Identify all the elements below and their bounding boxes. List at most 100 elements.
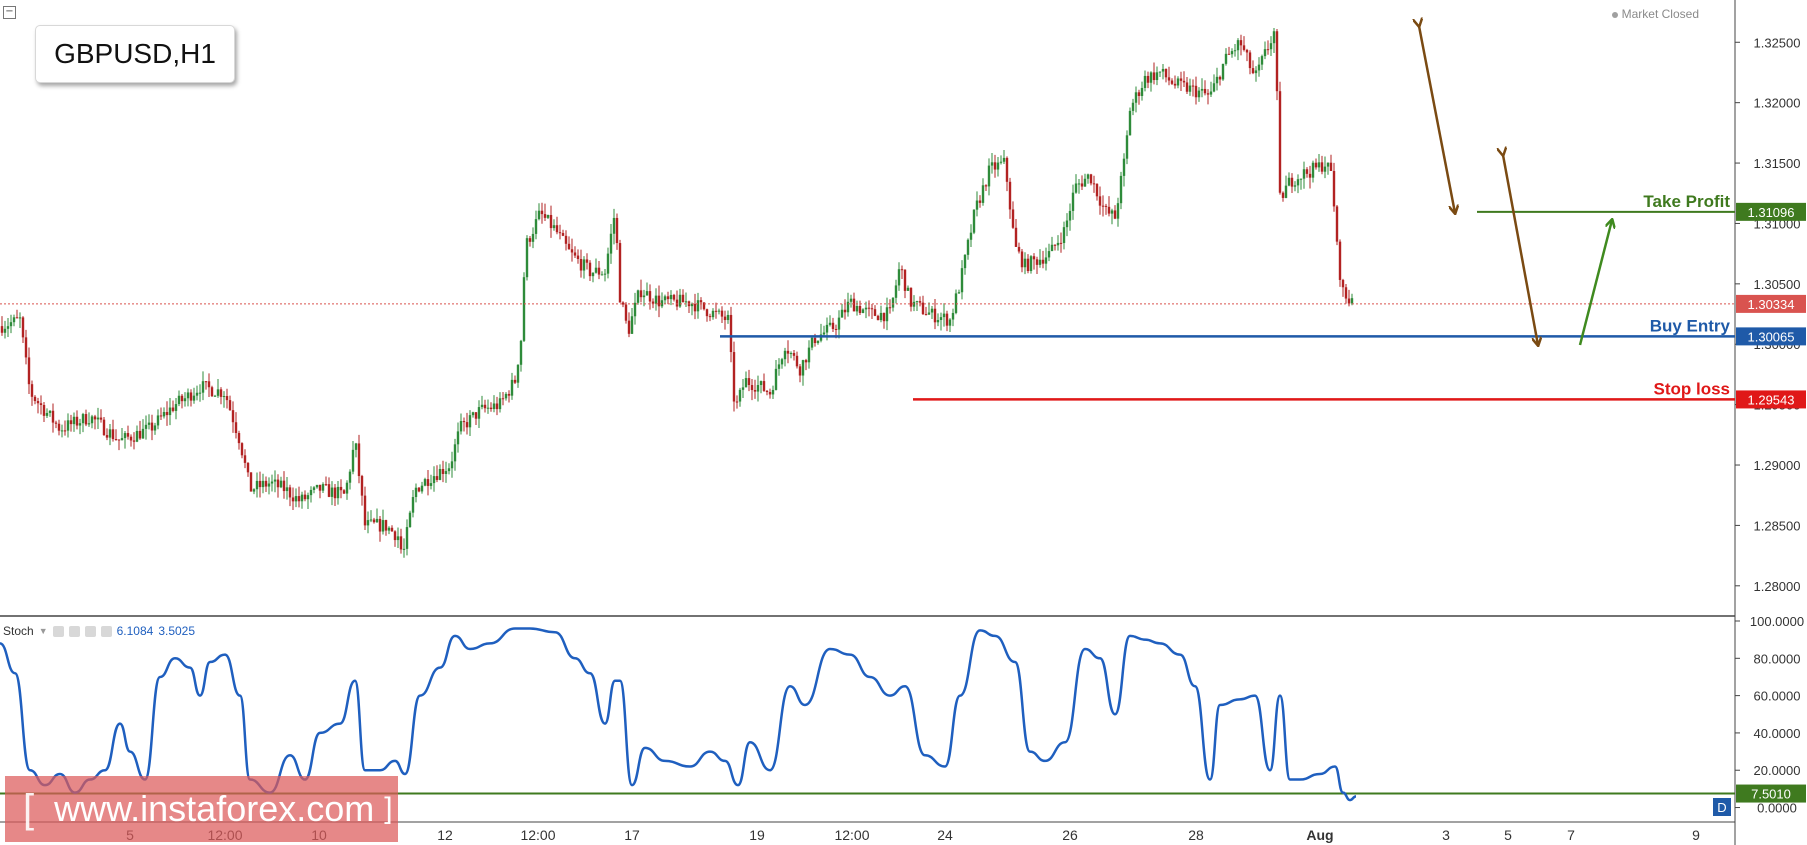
stoch-axis[interactable]: 100.0000 80.0000 60.0000 40.0000 20.0000 0.00…: [1735, 614, 1804, 816]
dropdown-arrow-icon[interactable]: ▼: [38, 626, 48, 636]
time-tick-label: 19: [749, 827, 765, 843]
candle-body: [72, 416, 76, 425]
candle-body: [1170, 80, 1174, 84]
candle-body: [150, 422, 154, 431]
candle-body: [309, 489, 313, 496]
add-icon[interactable]: [84, 625, 96, 637]
candle-body: [849, 298, 853, 302]
candle-body: [1020, 251, 1024, 268]
candle-body: [909, 287, 913, 307]
candle-body: [42, 405, 46, 416]
candle-body: [1236, 40, 1240, 51]
stoch-tick-label: 20.0000: [1754, 763, 1801, 778]
candle-body: [3, 328, 7, 333]
candle-body: [138, 430, 142, 439]
candle-body: [579, 259, 583, 271]
candle-body: [606, 253, 610, 274]
candle-body: [1329, 162, 1333, 171]
candle-body: [1128, 110, 1132, 136]
candle-body: [531, 233, 535, 242]
candle-body: [678, 294, 682, 307]
candle-body: [624, 304, 628, 321]
price-tick-label: 1.28500: [1754, 518, 1801, 533]
candle-body: [1275, 31, 1279, 92]
candle-body: [576, 255, 580, 260]
candle-body: [1296, 179, 1300, 186]
candle-body: [804, 360, 808, 363]
price-tick-label: 1.32500: [1754, 35, 1801, 50]
candle-body: [147, 422, 151, 425]
candle-body: [384, 520, 388, 531]
candle-body: [474, 412, 478, 419]
stoch-value-d: 3.5025: [158, 624, 196, 638]
candle-body: [540, 210, 544, 215]
collapse-button[interactable]: −: [3, 6, 16, 19]
candle-body: [195, 392, 199, 396]
candle-body: [426, 479, 430, 486]
time-tick-label: 12:00: [520, 827, 555, 843]
candle-body: [525, 238, 529, 278]
candle-body: [1338, 241, 1342, 280]
candle-body: [276, 479, 280, 488]
candle-body: [495, 403, 499, 410]
hide-icon[interactable]: [68, 625, 80, 637]
candle-body: [36, 401, 40, 404]
candle-body: [162, 411, 166, 417]
candle-body: [810, 337, 814, 348]
candle-body: [702, 302, 706, 310]
stop-loss-label: Stop loss: [1653, 379, 1730, 398]
candle-body: [1119, 175, 1123, 204]
candle-body: [321, 484, 325, 491]
price-tick-label: 1.32000: [1754, 96, 1801, 111]
candle-body: [1086, 174, 1090, 179]
candle-body: [159, 415, 163, 417]
candle-body: [966, 239, 970, 255]
candle-body: [210, 387, 214, 397]
candle-body: [1041, 259, 1045, 264]
candle-body: [510, 379, 514, 396]
candle-body: [1350, 298, 1354, 304]
candle-body: [873, 309, 877, 316]
remove-icon[interactable]: [100, 625, 112, 637]
candle-body: [996, 162, 1000, 170]
candle-body: [372, 519, 376, 523]
candle-body: [597, 267, 601, 275]
candle-body: [963, 254, 967, 269]
candle-body: [729, 314, 733, 353]
candle-body: [1173, 83, 1177, 86]
candle-body: [411, 497, 415, 513]
candle-body: [231, 410, 235, 423]
candle-body: [780, 359, 784, 365]
settings-icon[interactable]: [52, 625, 64, 637]
candle-body: [1233, 50, 1237, 52]
candle-body: [1299, 178, 1303, 180]
timeframe-badge[interactable]: [1713, 798, 1731, 816]
candle-body: [513, 379, 517, 383]
candle-body: [978, 200, 982, 203]
candle-body: [1185, 82, 1189, 92]
candle-body: [891, 297, 895, 308]
candle-body: [1143, 75, 1147, 88]
candle-body: [354, 443, 358, 450]
arrow-decline-1: [1419, 26, 1455, 213]
candle-body: [357, 443, 361, 477]
candle-body: [570, 249, 574, 253]
take-profit-tag-text: 1.31096: [1748, 205, 1795, 220]
time-tick-label: 28: [1188, 827, 1204, 843]
candle-body: [57, 423, 61, 431]
candle-body: [1089, 174, 1093, 184]
candle-body: [1203, 88, 1207, 94]
candle-body: [105, 435, 109, 438]
watermark: [ www.instaforex.com ]: [5, 776, 398, 842]
candle-body: [156, 415, 160, 426]
candle-body: [1188, 85, 1192, 92]
candle-body: [1038, 259, 1042, 265]
candle-body: [1221, 63, 1225, 80]
candle-body: [696, 300, 700, 312]
candle-body: [258, 480, 262, 488]
candle-body: [762, 381, 766, 391]
market-status-text: Market Closed: [1621, 7, 1699, 21]
candle-body: [720, 310, 724, 317]
price-axis[interactable]: 1.325001.320001.315001.310001.305001.300…: [1735, 35, 1801, 594]
